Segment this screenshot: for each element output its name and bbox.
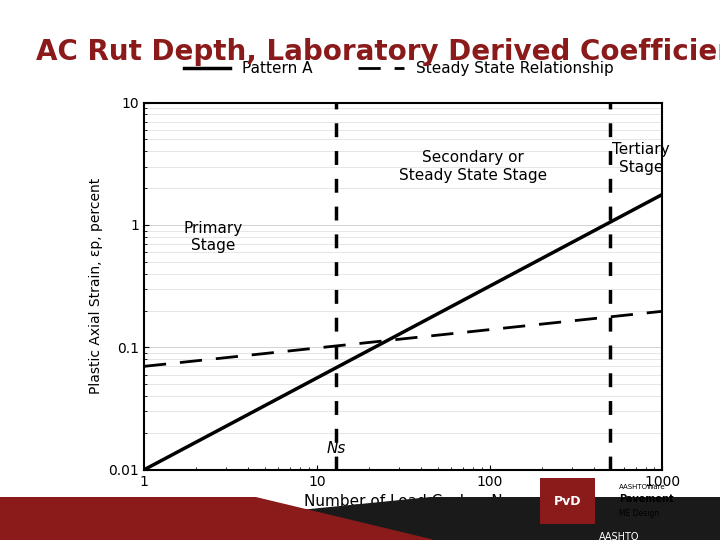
FancyBboxPatch shape (540, 478, 595, 524)
Text: Primary
Stage: Primary Stage (183, 221, 243, 253)
Text: Tertiary
Stage: Tertiary Stage (612, 142, 670, 174)
Text: ME Design: ME Design (619, 509, 660, 517)
Pattern A (389, 334, 397, 341)
Polygon shape (0, 497, 720, 540)
Pattern A (386, 336, 395, 342)
Text: PvD: PvD (554, 495, 582, 508)
Pattern A (449, 302, 457, 309)
Steady State Relationship (140, 363, 148, 369)
Text: AASHTOWare: AASHTOWare (619, 484, 666, 490)
Pattern A (564, 241, 573, 247)
Steady State Relationship (420, 333, 429, 340)
Y-axis label: Plastic Axial Strain, εp, percent: Plastic Axial Strain, εp, percent (89, 178, 103, 394)
Steady State Relationship (646, 309, 654, 316)
Text: Secondary or
Steady State Stage: Secondary or Steady State Stage (399, 151, 547, 183)
Text: Ns: Ns (327, 441, 346, 456)
Line: Steady State Relationship: Steady State Relationship (144, 311, 662, 366)
Pattern A (658, 191, 667, 198)
Steady State Relationship (449, 330, 457, 337)
Pattern A (140, 467, 148, 473)
Legend: Pattern A, Steady State Relationship: Pattern A, Steady State Relationship (178, 55, 620, 83)
Steady State Relationship (564, 318, 573, 325)
Text: AC Rut Depth, Laboratory Derived Coefficients: AC Rut Depth, Laboratory Derived Coeffic… (36, 38, 720, 66)
Steady State Relationship (389, 336, 397, 343)
Pattern A (420, 318, 429, 324)
Steady State Relationship (658, 308, 667, 314)
Line: Pattern A: Pattern A (144, 194, 662, 470)
Steady State Relationship (386, 337, 395, 343)
Polygon shape (0, 497, 432, 540)
Pattern A (646, 198, 654, 204)
Text: Pavement: Pavement (619, 495, 674, 504)
Text: AASHTO: AASHTO (599, 532, 639, 540)
X-axis label: Number of Load Cycles, N: Number of Load Cycles, N (304, 494, 503, 509)
